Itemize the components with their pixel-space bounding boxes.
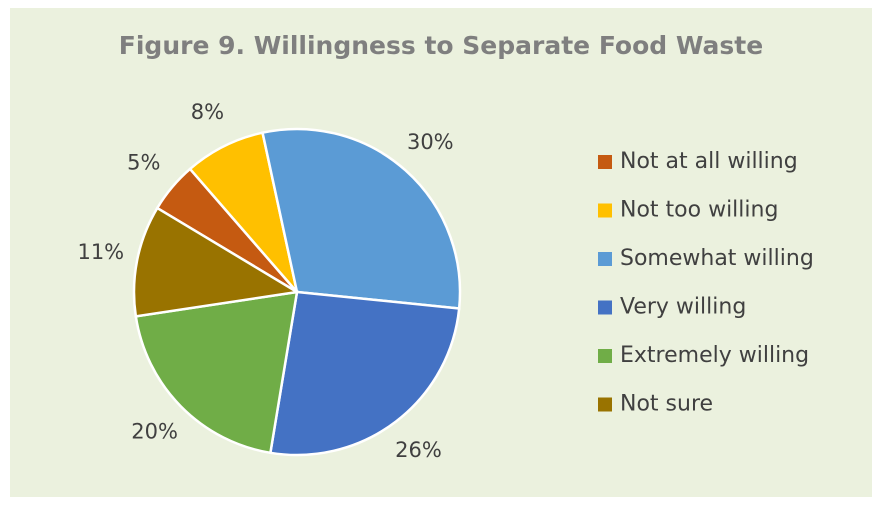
pie-slice [261,127,462,310]
data-label: 30% [407,130,454,154]
legend-swatch [598,155,612,169]
legend-swatch [598,252,612,266]
pie-slice [132,206,301,318]
data-label: 5% [127,150,160,174]
legend-swatch [598,203,612,218]
legend-swatch [598,349,612,363]
pie-slice [268,290,461,457]
pie-slice [134,290,299,455]
data-label: 11% [77,240,124,264]
pie: 5% 8% 30% 26% 20% 11% [77,100,462,462]
data-label: 8% [191,100,224,124]
legend-label: Extremely willing [620,343,809,368]
legend-label: Very willing [620,295,746,320]
legend-label: Not sure [620,392,713,417]
legend: Not at all willing Not too willing Somewha… [598,149,814,417]
legend-label: Somewhat willing [620,246,814,271]
legend-swatch [598,300,612,315]
legend-swatch [598,397,612,412]
legend-label: Not at all willing [620,149,798,174]
data-label: 20% [131,419,178,443]
chart-title: Figure 9. Willingness to Separate Food W… [119,31,763,60]
data-label: 26% [395,438,442,462]
legend-label: Not too willing [620,198,778,223]
